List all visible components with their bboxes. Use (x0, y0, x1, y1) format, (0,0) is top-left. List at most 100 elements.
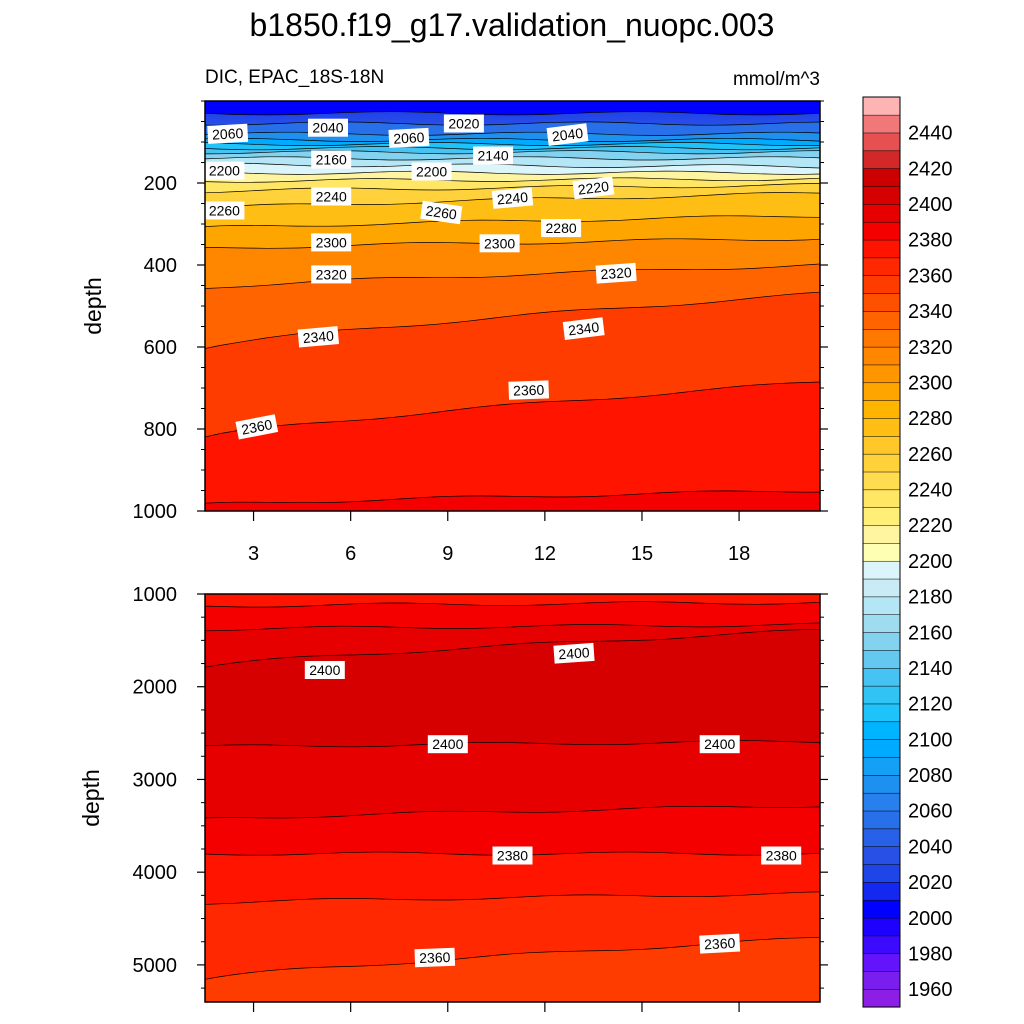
contour-label-box (311, 265, 352, 284)
colorbar-swatch (862, 774, 901, 794)
colorbar-swatch (862, 132, 901, 152)
upper-contour-lines (205, 111, 820, 504)
colorbar-swatch (862, 953, 901, 972)
upper-y-tick-label: 400 (144, 255, 177, 277)
units-label: mmol/m^3 (733, 69, 820, 90)
colorbar-label: 1960 (908, 979, 953, 1001)
contour-label-text: 2140 (478, 148, 509, 164)
colorbar-swatch (862, 168, 901, 187)
upper-contour-line (205, 142, 820, 147)
contour-label-text: 2320 (600, 264, 632, 282)
upper-contour-label: 2240 (311, 187, 352, 206)
contour-label-text: 2360 (513, 382, 545, 399)
contour-label-text: 2360 (240, 416, 274, 438)
colorbar-label: 2300 (908, 373, 953, 395)
contour-label-box (572, 176, 615, 200)
contour-label-box (411, 162, 452, 181)
contour-label-box (388, 127, 430, 148)
upper-contour-label: 2320 (311, 265, 352, 284)
colorbar-label: 2340 (908, 301, 953, 323)
colorbar-swatch (862, 346, 901, 366)
colorbar-swatch (862, 275, 901, 294)
contour-label-box (473, 146, 514, 165)
contour-label-text: 2360 (704, 935, 736, 953)
colorbar-swatch (862, 542, 901, 562)
panel-subtitle: DIC, EPAC_18S-18N (205, 67, 384, 88)
contour-label-text: 2060 (212, 125, 244, 143)
contour-label-text: 2400 (309, 662, 340, 678)
colorbar-label: 2100 (908, 729, 953, 751)
upper-y-tick-label: 600 (144, 337, 177, 359)
contour-label-box (427, 735, 468, 754)
colorbar-label: 2420 (908, 158, 953, 180)
colorbar-label: 2000 (908, 908, 953, 930)
upper-contour-labels: 2060 2040 2060 2020 2040 2200 2160 2140 2200 2240… (204, 114, 637, 440)
colorbar-swatch (862, 899, 901, 919)
upper-contour-label: 2020 (443, 114, 484, 133)
colorbar-swatch (862, 739, 901, 758)
upper-axes: 200 400 600 800 1000 3 6 9 12 15 18 (133, 100, 828, 565)
upper-y-tick-label: 800 (144, 419, 177, 441)
upper-contour-label: 2060 (388, 127, 430, 148)
lower-plot-frame (204, 593, 821, 1003)
colorbar-swatch (862, 382, 901, 401)
contour-label-text: 2300 (316, 234, 347, 250)
upper-contour-label: 2360 (508, 380, 550, 400)
colorbar-label: 1980 (908, 944, 953, 966)
lower-y-tick-label: 2000 (133, 677, 178, 699)
colorbar-label: 2040 (908, 836, 953, 858)
contour-label-text: 2400 (704, 736, 735, 752)
upper-contour-line (205, 137, 820, 142)
colorbar-swatch (862, 239, 901, 259)
upper-contour-label: 2260 (204, 201, 245, 220)
upper-contour-label: 2040 (546, 123, 589, 146)
contour-label-box (595, 262, 637, 284)
colorbar-label: 2260 (908, 444, 953, 466)
colorbar-label: 2400 (908, 194, 953, 216)
lower-contour-line (205, 805, 820, 819)
lower-contour-label: 2380 (492, 846, 533, 865)
contour-label-box (304, 661, 345, 679)
colorbar-swatch (862, 328, 901, 348)
contour-label-box (308, 118, 348, 137)
contour-label-box (553, 642, 595, 664)
contour-label-box (546, 123, 589, 146)
contour-label-text: 2260 (425, 202, 458, 222)
contour-label-box (761, 846, 802, 865)
contour-label-text: 2040 (312, 120, 343, 136)
colorbar-swatch (862, 881, 901, 901)
upper-contour-line (205, 183, 820, 194)
colorbar-label: 2320 (908, 337, 953, 359)
lower-filled-contours (205, 594, 820, 1002)
upper-y-tick-label: 200 (144, 173, 177, 195)
contour-label-box (699, 933, 741, 954)
contour-label-text: 2300 (484, 235, 515, 251)
lower-contour-lines (205, 601, 820, 980)
contour-label-text: 2360 (419, 949, 451, 966)
contour-label-box (443, 114, 484, 133)
upper-contour-line (205, 170, 820, 175)
colorbar-swatch (862, 792, 901, 812)
colorbar-swatch (862, 578, 901, 598)
contour-label-text: 2400 (432, 736, 463, 752)
contour-label-box (492, 846, 533, 865)
colorbar-swatch (862, 935, 901, 955)
contour-label-box (311, 233, 352, 252)
colorbar-swatch (862, 435, 901, 455)
colorbar-swatch (862, 560, 901, 580)
lower-contour-line (205, 891, 820, 905)
colorbar-swatch (862, 703, 901, 723)
contour-label-box (204, 201, 245, 220)
upper-x-tick-label: 6 (345, 543, 356, 565)
upper-contour-label: 2280 (541, 219, 582, 238)
lower-contour-line (205, 601, 820, 608)
contour-label-text: 2380 (766, 848, 797, 864)
colorbar-swatch (862, 185, 901, 205)
colorbar: 2440 2420 2400 2380 2360 2340 2320 2300 2280 2260… (862, 96, 953, 1008)
colorbar-swatch (862, 400, 901, 419)
upper-contour-label: 2160 (311, 150, 352, 169)
contour-label-text: 2040 (551, 125, 584, 145)
contour-label-text: 2340 (567, 319, 600, 339)
contour-label-box (562, 317, 605, 340)
contour-label-text: 2220 (577, 178, 610, 198)
